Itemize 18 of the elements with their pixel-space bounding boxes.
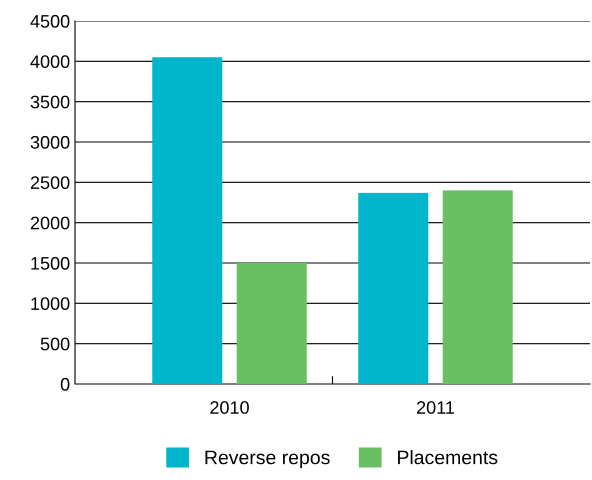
x-tick-label: 2010 <box>210 401 249 414</box>
y-tick-label: 0 <box>60 378 70 391</box>
bar <box>442 190 513 384</box>
y-tick-label: 4500 <box>30 14 70 28</box>
legend-label: Placements <box>398 450 498 464</box>
y-tick-label: 3000 <box>30 136 70 149</box>
bar <box>236 263 307 384</box>
bar <box>152 57 222 384</box>
y-tick-label: 500 <box>40 338 70 350</box>
x-tick-label: 2011 <box>416 401 454 414</box>
y-tick-label: 1000 <box>31 297 70 310</box>
y-tick-label: 2500 <box>30 176 70 190</box>
y-tick-label: 2000 <box>30 216 70 230</box>
y-tick-label: 1500 <box>31 256 70 270</box>
y-tick-label: 4000 <box>30 55 70 68</box>
legend-label: Reverse repos <box>206 450 330 468</box>
y-tick-label: 3500 <box>30 96 70 108</box>
bar <box>358 192 428 384</box>
